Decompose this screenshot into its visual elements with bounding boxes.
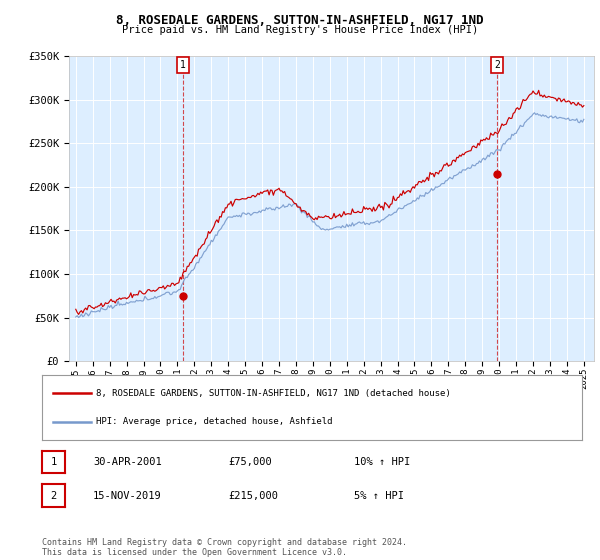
Text: 30-APR-2001: 30-APR-2001 [93,457,162,467]
Text: 10% ↑ HPI: 10% ↑ HPI [354,457,410,467]
Text: 2: 2 [50,491,56,501]
Text: HPI: Average price, detached house, Ashfield: HPI: Average price, detached house, Ashf… [96,417,332,426]
Text: 1: 1 [180,60,186,69]
Text: 5% ↑ HPI: 5% ↑ HPI [354,491,404,501]
Text: 15-NOV-2019: 15-NOV-2019 [93,491,162,501]
Text: 8, ROSEDALE GARDENS, SUTTON-IN-ASHFIELD, NG17 1ND: 8, ROSEDALE GARDENS, SUTTON-IN-ASHFIELD,… [116,14,484,27]
Text: 8, ROSEDALE GARDENS, SUTTON-IN-ASHFIELD, NG17 1ND (detached house): 8, ROSEDALE GARDENS, SUTTON-IN-ASHFIELD,… [96,389,451,398]
Text: 2: 2 [494,60,500,69]
Text: Price paid vs. HM Land Registry's House Price Index (HPI): Price paid vs. HM Land Registry's House … [122,25,478,35]
Text: 1: 1 [50,457,56,467]
Text: £215,000: £215,000 [228,491,278,501]
Text: £75,000: £75,000 [228,457,272,467]
Text: Contains HM Land Registry data © Crown copyright and database right 2024.
This d: Contains HM Land Registry data © Crown c… [42,538,407,557]
